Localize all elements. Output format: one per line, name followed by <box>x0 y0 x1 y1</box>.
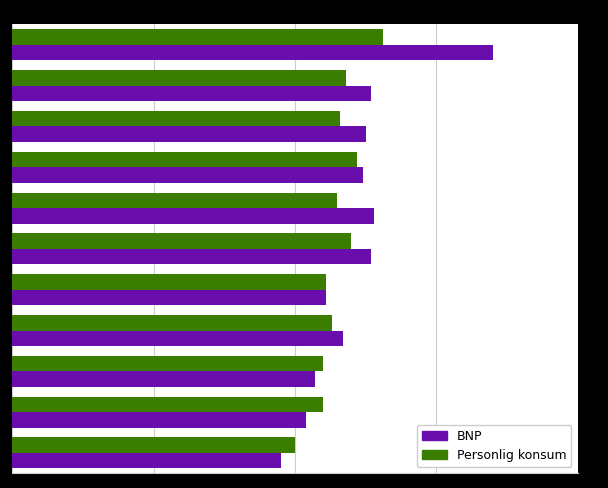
Bar <box>12 167 363 183</box>
Bar <box>12 290 326 305</box>
Bar <box>12 70 346 85</box>
Bar <box>12 453 281 468</box>
Bar <box>12 274 326 290</box>
Bar <box>12 152 357 167</box>
Bar <box>12 437 295 453</box>
Bar <box>12 371 315 387</box>
Bar <box>12 397 323 412</box>
Bar <box>12 315 331 330</box>
Legend: BNP, Personlig konsum: BNP, Personlig konsum <box>416 425 572 467</box>
Bar <box>12 193 337 208</box>
Bar <box>12 330 343 346</box>
Bar <box>12 29 382 45</box>
Bar <box>12 412 306 427</box>
Bar <box>12 233 351 249</box>
Bar <box>12 126 365 142</box>
Bar <box>12 45 493 61</box>
Bar <box>12 111 340 126</box>
Bar <box>12 85 371 101</box>
Bar <box>12 356 323 371</box>
Bar <box>12 249 371 264</box>
Bar <box>12 208 374 224</box>
